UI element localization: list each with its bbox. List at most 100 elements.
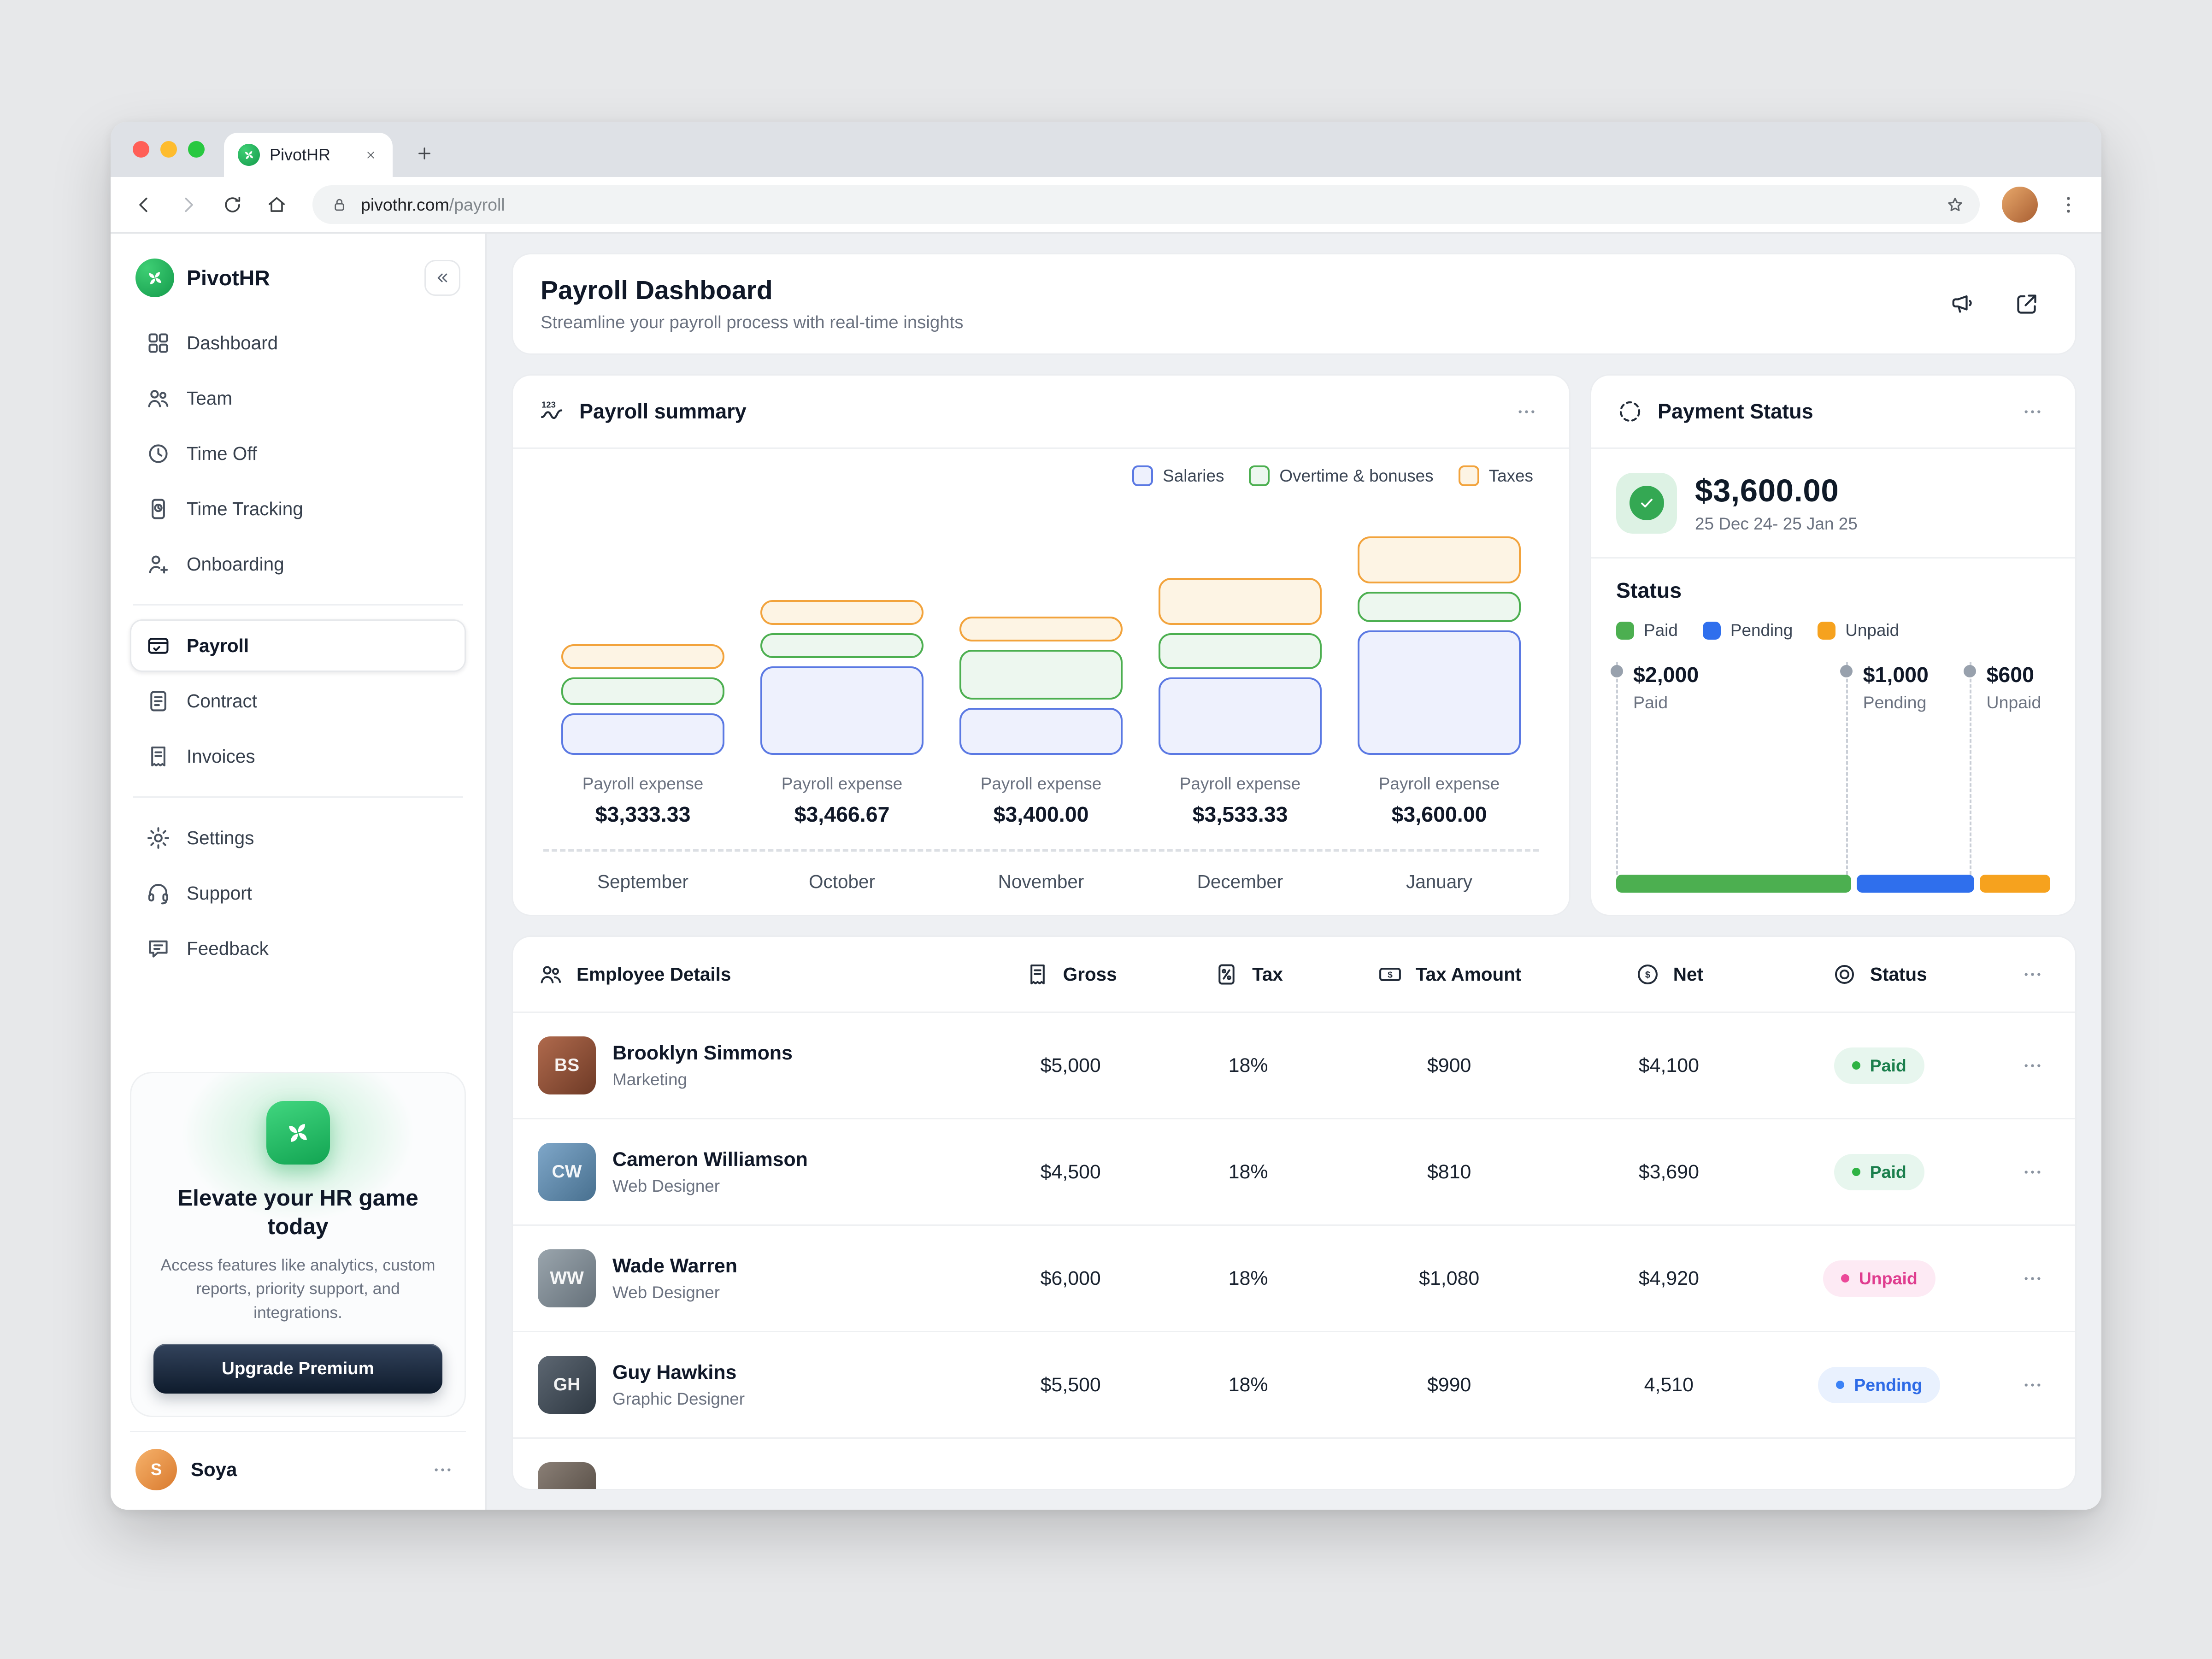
sidebar-item-onboarding[interactable]: Onboarding — [130, 538, 466, 590]
tax-value: 18% — [1228, 1054, 1268, 1077]
sidebar-item-payroll[interactable]: Payroll — [130, 619, 466, 672]
payment-status-menu-button[interactable] — [2014, 394, 2050, 429]
upgrade-premium-button[interactable]: Upgrade Premium — [153, 1344, 442, 1394]
month-label: December — [1197, 871, 1283, 892]
sidebar-item-contract[interactable]: Contract — [130, 675, 466, 727]
employee-table-card: Employee Details Gross Tax $ Tax Amount $ Net S… — [512, 935, 2077, 1490]
forward-button[interactable] — [169, 185, 207, 224]
stat-bullet — [1840, 665, 1853, 677]
status-badge: Pending — [1818, 1366, 1941, 1403]
brand-name: PivotHR — [187, 266, 270, 290]
reload-button[interactable] — [213, 185, 252, 224]
row-menu-button[interactable] — [2014, 1047, 2050, 1083]
url-host: pivothr.com — [361, 194, 449, 214]
tab-close-button[interactable] — [359, 144, 382, 166]
minimize-window-button[interactable] — [160, 141, 177, 158]
row-menu-button[interactable] — [2014, 1260, 2050, 1296]
summary-menu-button[interactable] — [1508, 394, 1544, 429]
month-label: September — [597, 871, 689, 892]
payroll-summary-chart: Salaries Overtime & bonuses Taxes Payroll … — [513, 449, 1569, 915]
tax-amount-value: $900 — [1427, 1054, 1471, 1077]
new-tab-button[interactable] — [406, 135, 442, 171]
home-button[interactable] — [257, 185, 296, 224]
column-label: Gross — [1063, 963, 1117, 985]
bar-segment-overtime-bonuses — [1158, 633, 1322, 669]
expense-labels: Payroll expense $3,333.33 Payroll expense $… — [543, 774, 1539, 827]
tab-title: PivotHR — [270, 145, 331, 164]
expense-amount: $3,400.00 — [993, 802, 1089, 826]
table-menu-button[interactable] — [2014, 956, 2050, 992]
browser-profile-avatar[interactable] — [2002, 187, 2038, 223]
bar-segment-salaries — [1158, 677, 1322, 755]
address-bar[interactable]: pivothr.com/payroll — [312, 185, 1980, 224]
employee-role: Graphic Designer — [612, 1389, 745, 1408]
month-label: January — [1406, 871, 1473, 892]
sidebar-item-settings[interactable]: Settings — [130, 812, 466, 864]
sidebar-item-feedback[interactable]: Feedback — [130, 922, 466, 975]
status-badge: Paid — [1834, 1047, 1924, 1084]
ellipsis-icon — [2021, 400, 2044, 424]
svg-text:$: $ — [1388, 970, 1393, 980]
back-button[interactable] — [124, 185, 163, 224]
legend-label: Overtime & bonuses — [1279, 466, 1434, 485]
user-menu-button[interactable] — [424, 1452, 460, 1488]
people-icon — [538, 961, 564, 988]
card-title: Payroll summary — [579, 400, 747, 423]
employee-name: Guy Hawkins — [612, 1361, 737, 1383]
sidebar-collapse-button[interactable] — [424, 260, 460, 296]
column-header-tax-amount: $ Tax Amount — [1332, 961, 1566, 988]
stat-bullet — [1964, 665, 1977, 677]
tax-value: 18% — [1228, 1373, 1268, 1396]
row-menu-button[interactable] — [2014, 1367, 2050, 1403]
sidebar-item-time-tracking[interactable]: Time Tracking — [130, 482, 466, 535]
kebab-menu-icon — [2057, 193, 2080, 217]
employee-avatar: CW — [538, 1143, 596, 1201]
stat-amount: $600 — [1986, 663, 2034, 687]
employee-avatar: WW — [538, 1249, 596, 1307]
table-row: CW Cameron Williamson Web Designer $4,500 18… — [513, 1118, 2075, 1224]
employee-name: Brooklyn Simmons — [612, 1041, 793, 1064]
export-button[interactable] — [2006, 283, 2047, 325]
lock-icon — [330, 196, 348, 214]
sidebar-item-team[interactable]: Team — [130, 372, 466, 424]
bar-group-september — [561, 644, 725, 755]
status-bar-segment-paid — [1616, 875, 1851, 893]
table-row: BS Brooklyn Simmons Marketing $5,000 18% $900… — [513, 1012, 2075, 1118]
expense-cell: Payroll expense $3,333.33 — [543, 774, 742, 827]
employee-role: Web Designer — [612, 1176, 720, 1195]
column-label: Tax — [1252, 963, 1283, 985]
browser-tab[interactable]: PivotHR — [224, 133, 393, 177]
stat-label: Pending — [1863, 693, 1927, 712]
export-icon — [2013, 290, 2041, 318]
sidebar-item-dashboard[interactable]: Dashboard — [130, 317, 466, 369]
expense-label: Payroll expense — [980, 774, 1102, 793]
employee-role: Marketing — [612, 1070, 687, 1089]
expense-cell: Payroll expense $3,400.00 — [941, 774, 1141, 827]
legend-item-taxes: Taxes — [1458, 465, 1533, 486]
row-menu-button[interactable] — [2014, 1154, 2050, 1190]
browser-menu-button[interactable] — [2049, 185, 2088, 224]
sidebar-item-time-off[interactable]: Time Off — [130, 427, 466, 480]
payment-total: $3,600.00 25 Dec 24- 25 Jan 25 — [1591, 449, 2075, 557]
user-row[interactable]: S Soya — [130, 1431, 466, 1493]
net-value: 4,510 — [1644, 1373, 1694, 1396]
announcements-button[interactable] — [1942, 283, 1984, 325]
sidebar-item-support[interactable]: Support — [130, 867, 466, 919]
close-window-button[interactable] — [133, 141, 149, 158]
status-dot — [1852, 1061, 1860, 1070]
bookmark-button[interactable] — [1938, 188, 1971, 221]
contract-icon — [145, 688, 171, 714]
legend-label: Taxes — [1488, 466, 1533, 485]
column-header-employee-details: Employee Details — [538, 961, 977, 988]
tax-amount-value: $810 — [1427, 1160, 1471, 1183]
payroll-icon — [145, 633, 171, 659]
sidebar-item-label: Feedback — [187, 937, 269, 959]
stat-amount: $2,000 — [1633, 663, 1699, 687]
banknote-icon: $ — [1377, 961, 1403, 988]
bar-segment-taxes — [760, 600, 924, 625]
card-title: Payment Status — [1658, 400, 1813, 423]
sidebar-item-invoices[interactable]: Invoices — [130, 730, 466, 782]
zoom-window-button[interactable] — [188, 141, 205, 158]
employee-cell: BS Brooklyn Simmons Marketing — [538, 1036, 977, 1094]
expense-amount: $3,600.00 — [1391, 802, 1487, 826]
